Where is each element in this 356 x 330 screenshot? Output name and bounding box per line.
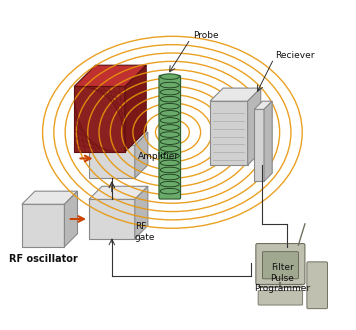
Polygon shape	[248, 88, 261, 165]
Polygon shape	[125, 65, 146, 152]
Polygon shape	[264, 101, 272, 182]
Text: Reciever: Reciever	[276, 51, 315, 60]
Ellipse shape	[160, 74, 179, 80]
FancyBboxPatch shape	[258, 291, 303, 305]
Text: Filter
Pulse
Programmer: Filter Pulse Programmer	[254, 263, 310, 293]
FancyBboxPatch shape	[256, 244, 305, 284]
Text: RF oscillator: RF oscillator	[9, 254, 78, 264]
Polygon shape	[74, 65, 146, 86]
FancyBboxPatch shape	[262, 252, 298, 279]
Polygon shape	[135, 186, 148, 239]
Polygon shape	[89, 146, 135, 178]
Text: Amplifier: Amplifier	[138, 152, 179, 161]
Polygon shape	[89, 132, 148, 146]
Polygon shape	[254, 109, 264, 182]
Polygon shape	[74, 86, 125, 152]
Polygon shape	[135, 132, 148, 178]
Polygon shape	[254, 101, 272, 109]
FancyBboxPatch shape	[159, 75, 180, 199]
Polygon shape	[22, 191, 78, 204]
FancyBboxPatch shape	[307, 262, 328, 309]
Text: RF
gate: RF gate	[135, 222, 155, 242]
Polygon shape	[257, 286, 303, 288]
Polygon shape	[89, 186, 148, 199]
Text: Probe: Probe	[193, 31, 218, 40]
Polygon shape	[210, 88, 261, 101]
Polygon shape	[64, 191, 78, 247]
Polygon shape	[89, 199, 135, 239]
Polygon shape	[210, 101, 248, 165]
Polygon shape	[22, 204, 64, 247]
